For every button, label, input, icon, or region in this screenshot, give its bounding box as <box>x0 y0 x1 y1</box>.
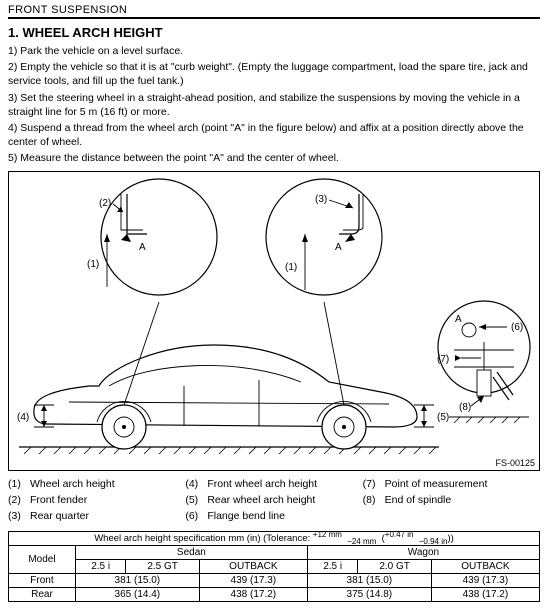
legend-num: (2) <box>8 493 30 509</box>
table-cell: 375 (14.8) <box>307 587 431 601</box>
spec-table: Wheel arch height specification mm (in) … <box>8 531 540 602</box>
figure-label: FS-00125 <box>495 458 535 468</box>
svg-text:A: A <box>139 242 146 253</box>
legend-text: Rear quarter <box>30 510 89 522</box>
legend-col-3: (7)Point of measurement (8)End of spindl… <box>363 477 540 524</box>
svg-text:(5): (5) <box>437 412 449 423</box>
legend-text: Wheel arch height <box>30 478 115 490</box>
svg-text:(8): (8) <box>459 402 471 413</box>
legend-text: End of spindle <box>385 494 452 506</box>
legend-num: (1) <box>8 477 30 493</box>
col-header: 2.5 GT <box>126 559 199 573</box>
legend: (1)Wheel arch height (2)Front fender (3)… <box>8 477 540 524</box>
figure-container: (4) (5) A (2) (1) <box>8 171 540 471</box>
legend-text: Point of measurement <box>385 478 488 490</box>
svg-text:(1): (1) <box>87 259 99 270</box>
col-header: OUTBACK <box>199 559 307 573</box>
legend-num: (6) <box>185 509 207 525</box>
step-2: 2) Empty the vehicle so that it is at "c… <box>8 60 540 88</box>
svg-text:A: A <box>335 242 342 253</box>
col-header: 2.5 i <box>307 559 358 573</box>
legend-col-2: (4)Front wheel arch height (5)Rear wheel… <box>185 477 362 524</box>
svg-text:(2): (2) <box>99 198 111 209</box>
wagon-header: Wagon <box>307 545 539 559</box>
legend-text: Flange bend line <box>207 510 285 522</box>
row-label: Rear <box>9 587 76 601</box>
tol-plus-mm: +12 mm <box>313 529 342 538</box>
procedure-steps: 1) Park the vehicle on a level surface. … <box>8 44 540 165</box>
model-header: Model <box>9 545 76 573</box>
col-header: 2.5 i <box>75 559 126 573</box>
legend-num: (8) <box>363 493 385 509</box>
table-cell: 439 (17.3) <box>431 573 539 587</box>
section-heading: WHEEL ARCH HEIGHT <box>22 25 162 40</box>
table-cell: 439 (17.3) <box>199 573 307 587</box>
svg-text:(1): (1) <box>285 262 297 273</box>
legend-num: (3) <box>8 509 30 525</box>
table-cell: 438 (17.2) <box>199 587 307 601</box>
legend-num: (4) <box>185 477 207 493</box>
section-number: 1. <box>8 25 19 40</box>
row-label: Front <box>9 573 76 587</box>
legend-num: (7) <box>363 477 385 493</box>
tol-plus-in: +0.47 in <box>385 529 414 538</box>
svg-text:(6): (6) <box>511 322 523 333</box>
tolerance-row: Wheel arch height specification mm (in) … <box>9 531 540 545</box>
svg-text:(4): (4) <box>17 412 29 423</box>
tolerance-caption-close: ) <box>447 533 450 544</box>
col-header: OUTBACK <box>431 559 539 573</box>
diagram-svg: (4) (5) A (2) (1) <box>9 172 539 470</box>
svg-text:A: A <box>455 314 462 325</box>
legend-text: Front wheel arch height <box>207 478 317 490</box>
section-title: 1. WHEEL ARCH HEIGHT <box>8 25 540 40</box>
legend-num: (5) <box>185 493 207 509</box>
legend-text: Rear wheel arch height <box>207 494 315 506</box>
svg-text:(3): (3) <box>315 194 327 205</box>
svg-text:(7): (7) <box>437 354 449 365</box>
legend-text: Front fender <box>30 494 87 506</box>
page-header: FRONT SUSPENSION <box>8 4 540 19</box>
legend-col-1: (1)Wheel arch height (2)Front fender (3)… <box>8 477 185 524</box>
tolerance-caption: Wheel arch height specification mm (in) … <box>94 533 310 544</box>
tol-minus-in: −0.94 in <box>419 537 448 546</box>
table-cell: 381 (15.0) <box>307 573 431 587</box>
step-1: 1) Park the vehicle on a level surface. <box>8 44 540 58</box>
sedan-header: Sedan <box>75 545 307 559</box>
step-5: 5) Measure the distance between the poin… <box>8 151 540 165</box>
col-header: 2.0 GT <box>358 559 431 573</box>
step-3: 3) Set the steering wheel in a straight-… <box>8 91 540 119</box>
step-4: 4) Suspend a thread from the wheel arch … <box>8 121 540 149</box>
tol-minus-mm: −24 mm <box>347 537 376 546</box>
table-cell: 365 (14.4) <box>75 587 199 601</box>
table-cell: 438 (17.2) <box>431 587 539 601</box>
table-cell: 381 (15.0) <box>75 573 199 587</box>
